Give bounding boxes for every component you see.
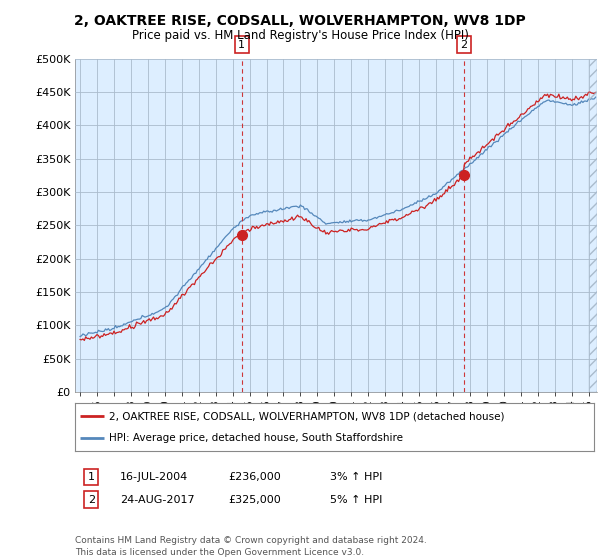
Text: £236,000: £236,000 [228, 472, 281, 482]
Text: 1: 1 [238, 40, 245, 50]
Text: 2, OAKTREE RISE, CODSALL, WOLVERHAMPTON, WV8 1DP (detached house): 2, OAKTREE RISE, CODSALL, WOLVERHAMPTON,… [109, 411, 504, 421]
Text: Contains HM Land Registry data © Crown copyright and database right 2024.
This d: Contains HM Land Registry data © Crown c… [75, 536, 427, 557]
Text: 24-AUG-2017: 24-AUG-2017 [120, 494, 194, 505]
Text: £325,000: £325,000 [228, 494, 281, 505]
Text: 2: 2 [88, 494, 95, 505]
Text: 2: 2 [460, 40, 467, 50]
Text: 3% ↑ HPI: 3% ↑ HPI [330, 472, 382, 482]
Text: HPI: Average price, detached house, South Staffordshire: HPI: Average price, detached house, Sout… [109, 433, 403, 443]
Text: 1: 1 [88, 472, 95, 482]
Text: 16-JUL-2004: 16-JUL-2004 [120, 472, 188, 482]
Text: Price paid vs. HM Land Registry's House Price Index (HPI): Price paid vs. HM Land Registry's House … [131, 29, 469, 42]
Text: 5% ↑ HPI: 5% ↑ HPI [330, 494, 382, 505]
Text: 2, OAKTREE RISE, CODSALL, WOLVERHAMPTON, WV8 1DP: 2, OAKTREE RISE, CODSALL, WOLVERHAMPTON,… [74, 14, 526, 28]
